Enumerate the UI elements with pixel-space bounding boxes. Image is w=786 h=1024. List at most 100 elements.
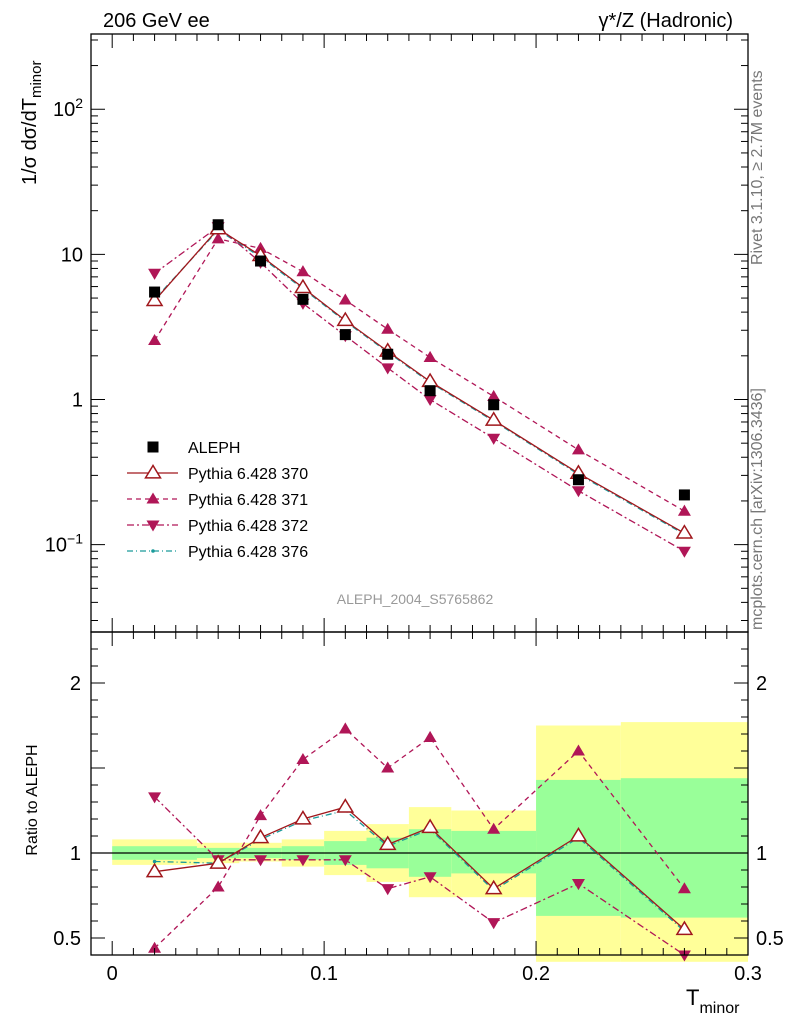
x-axis-title: Tminor	[686, 985, 740, 1017]
aleph-point	[572, 474, 584, 486]
aleph-point	[488, 399, 500, 411]
aleph-point	[255, 255, 267, 267]
pythia-6-428-371-point	[338, 722, 352, 734]
x-tick-label: 0	[107, 963, 118, 985]
pythia-6-428-372-point	[423, 872, 437, 884]
uncertainty-band-green	[536, 779, 621, 916]
ratio-y-tick-label: 2	[70, 673, 81, 695]
legend-label-pythia-6-428-376: Pythia 6.428 376	[188, 544, 308, 561]
ratio-y-tick-label: 0.5	[53, 928, 81, 950]
pythia-6-428-371-point	[211, 880, 225, 892]
header-right: γ*/Z (Hadronic)	[599, 10, 733, 32]
pythia-6-428-372-line	[154, 796, 685, 956]
pythia-6-428-371-point	[487, 822, 501, 834]
pythia-6-428-372-point	[571, 486, 585, 498]
pythia-6-428-370-line	[154, 227, 685, 534]
pythia-6-428-372-point	[677, 546, 691, 558]
pythia-6-428-372-point	[338, 855, 352, 867]
pythia-6-428-376-line	[154, 229, 685, 535]
pythia-6-428-370-point	[569, 827, 588, 842]
pythia-6-428-371-point	[296, 265, 310, 277]
pythia-6-428-370-point	[294, 278, 312, 294]
pythia-6-428-371-point	[677, 504, 691, 516]
pythia-6-428-371-point	[677, 882, 691, 894]
ratio-y-axis-title: Ratio to ALEPH	[24, 744, 41, 855]
pythia-6-428-372-point	[381, 884, 395, 896]
aleph-point	[149, 286, 161, 298]
uncertainty-band-green	[620, 778, 748, 918]
aleph-point	[678, 489, 690, 501]
pythia-6-428-371-point	[148, 941, 162, 953]
ratio-y-tick-label-right: 2	[756, 673, 767, 695]
pythia-6-428-372-point	[571, 879, 585, 891]
pythia-6-428-372-point	[423, 394, 437, 407]
legend: ALEPH Pythia 6.428 370 Pythia 6.428 371 Pyt…	[127, 440, 308, 561]
main-frame	[90, 33, 749, 633]
pythia-6-428-371-point	[423, 350, 437, 362]
pythia-6-428-371-point	[571, 443, 585, 455]
pythia-6-428-370-point	[336, 798, 355, 813]
y-tick-label: 102	[53, 95, 83, 121]
pythia-6-428-370-point	[209, 854, 227, 869]
pythia-6-428-371-line	[154, 728, 685, 949]
legend-marker-pythia-6-428-372	[146, 520, 160, 532]
ratio-y-tick-label-right: 0.5	[756, 928, 784, 950]
main-panel: 10−1 1 10 102	[45, 33, 749, 633]
pythia-6-428-372-line	[154, 225, 685, 552]
pythia-6-428-370-point	[484, 879, 503, 895]
ratio-y-tick-label-right: 1	[756, 843, 767, 865]
aleph-point	[297, 293, 309, 305]
aleph-point	[212, 219, 224, 231]
legend-marker-pythia-6-428-376	[151, 549, 155, 553]
pythia-6-428-370-point	[294, 810, 312, 825]
pythia-6-428-371-point	[487, 389, 501, 401]
pythia-6-428-376-point	[152, 859, 157, 864]
pythia-6-428-372-point	[677, 950, 691, 962]
pythia-6-428-371-point	[254, 809, 268, 821]
pythia-6-428-372-point	[254, 855, 268, 867]
aleph-point	[424, 385, 436, 397]
pythia-6-428-372-point	[148, 792, 162, 804]
x-tick-label: 0.2	[522, 963, 550, 985]
uncertainty-band-green	[451, 830, 537, 874]
mcplots-label: mcplots.cern.ch [arXiv:1306.3436]	[749, 388, 766, 630]
pythia-6-428-370-point	[421, 372, 439, 388]
legend-label-pythia-6-428-370: Pythia 6.428 370	[188, 466, 308, 483]
y-tick-label: 10	[61, 244, 83, 266]
pythia-6-428-370-point	[484, 411, 503, 426]
pythia-6-428-370-point	[251, 828, 270, 844]
y-tick-label: 10−1	[45, 531, 83, 557]
legend-marker-pythia-6-428-370	[144, 464, 162, 479]
pythia-6-428-370-point	[421, 818, 439, 834]
pythia-6-428-372-point	[296, 855, 310, 867]
pythia-6-428-372-point	[148, 268, 162, 280]
x-tick-label: 0.3	[734, 963, 762, 985]
pythia-6-428-371-point	[381, 322, 395, 334]
pythia-6-428-370-point	[378, 835, 397, 851]
pythia-6-428-371-point	[296, 753, 310, 765]
pythia-6-428-371-point	[338, 293, 352, 305]
rivet-label: Rivet 3.1.10, ≥ 2.7M events	[749, 70, 766, 265]
pythia-6-428-372-point	[487, 918, 501, 930]
pythia-6-428-371-point	[211, 232, 225, 244]
x-tick-label: 0.1	[310, 963, 338, 985]
pythia-6-428-370-point	[675, 524, 694, 539]
legend-label-pythia-6-428-371: Pythia 6.428 371	[188, 492, 308, 509]
analysis-id: ALEPH_2004_S5765862	[337, 591, 494, 607]
pythia-6-428-371-point	[423, 730, 437, 742]
legend-label-pythia-6-428-372: Pythia 6.428 372	[188, 518, 308, 535]
main-y-axis-title: 1/σ dσ/dTminor	[19, 61, 45, 185]
pythia-6-428-371-point	[381, 761, 395, 773]
pythia-6-428-370-point	[336, 311, 355, 327]
legend-marker-aleph	[147, 441, 159, 453]
ratio-y-tick-label: 1	[70, 843, 81, 865]
header-left: 206 GeV ee	[103, 10, 210, 32]
legend-marker-pythia-6-428-371	[146, 492, 160, 504]
pythia-6-428-370-line	[154, 806, 685, 930]
pythia-6-428-370-point	[675, 920, 694, 936]
y-tick-label: 1	[72, 390, 83, 412]
pythia-6-428-372-point	[381, 363, 395, 375]
legend-label-aleph: ALEPH	[188, 440, 240, 457]
pythia-6-428-371-line	[154, 238, 685, 512]
